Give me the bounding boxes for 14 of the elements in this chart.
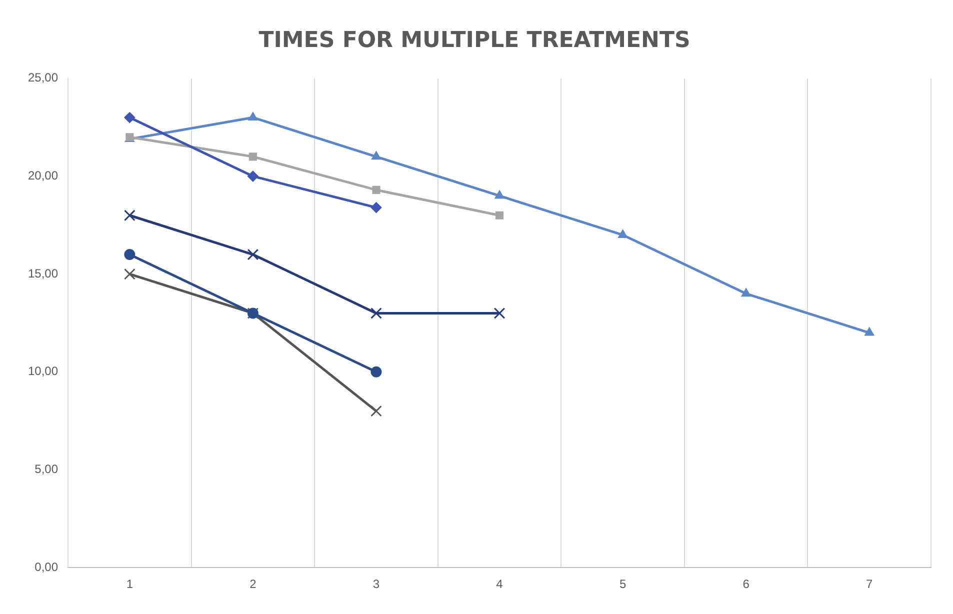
- x-tick-label: 7: [866, 577, 874, 592]
- y-tick-label: 20,00: [28, 168, 58, 183]
- y-tick-label: 10,00: [28, 364, 58, 378]
- x-tick-label: 5: [619, 577, 626, 592]
- x-tick-label: 3: [372, 577, 380, 592]
- x-tick-label: 1: [126, 577, 134, 592]
- x-tick-label: 4: [496, 577, 504, 592]
- y-tick-label: 5,00: [34, 462, 58, 476]
- y-tick-label: 15,00: [28, 266, 58, 280]
- x-tick-label: 2: [250, 577, 257, 592]
- y-tick-label: 25,00: [28, 70, 58, 85]
- y-tick-label: 0,00: [34, 560, 58, 574]
- chart-title: TIMES FOR MULTIPLE TREATMENTS: [258, 28, 690, 53]
- x-tick-label: 6: [742, 577, 750, 592]
